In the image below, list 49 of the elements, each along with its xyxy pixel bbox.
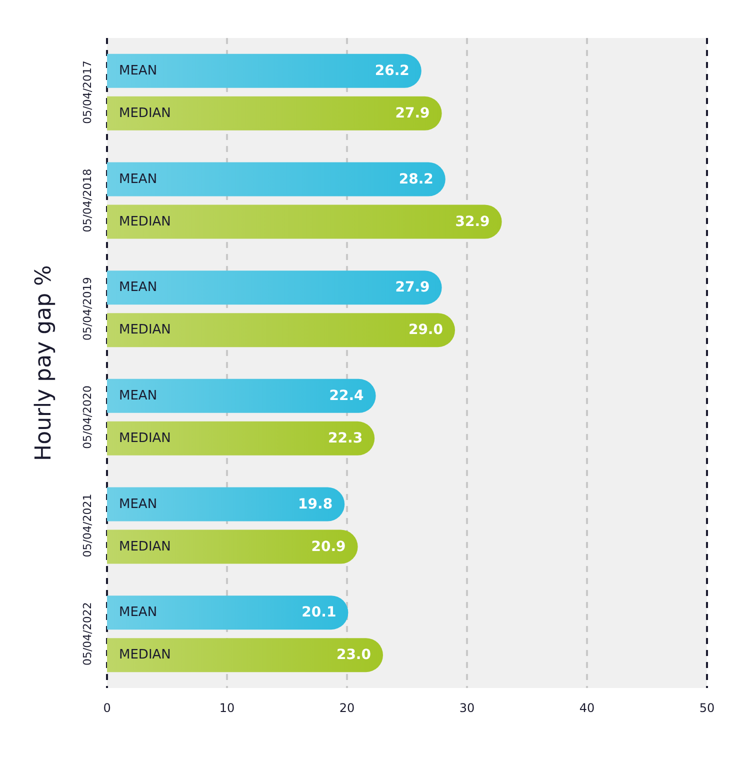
y-tick-label: 05/04/2017: [81, 60, 94, 124]
text: MEAN: [119, 172, 158, 187]
series-label: MEDIAN: [119, 106, 171, 121]
text: MEAN: [119, 496, 158, 512]
y-axis-title: Hourly pay gap %: [32, 265, 56, 461]
bar: [107, 313, 455, 348]
text: MEDIAN: [119, 539, 171, 554]
text: MEAN: [119, 280, 158, 296]
text: MEDIAN: [119, 648, 171, 663]
bar: [107, 487, 345, 522]
text: MEAN: [119, 605, 158, 620]
text: MEAN: [119, 388, 158, 404]
data-label: 32.9: [455, 214, 490, 230]
data-label: 19.8: [298, 496, 333, 512]
data-label: 20.9: [311, 538, 346, 555]
x-tick-label: 0: [103, 701, 111, 715]
x-tick-label: 10: [219, 701, 235, 715]
y-tick-label: 05/04/2018: [81, 168, 94, 232]
data-label: 27.9: [395, 280, 430, 296]
text: MEDIAN: [119, 214, 171, 230]
x-tick-label: 30: [459, 701, 475, 715]
bar: [107, 638, 383, 672]
data-label: 26.2: [374, 62, 410, 79]
data-label: 23.0: [336, 647, 372, 664]
data-label: 20.1: [302, 604, 336, 621]
data-label: 22.4: [329, 388, 364, 404]
y-tick-label: 05/04/2021: [81, 494, 94, 558]
data-label: 27.9: [395, 105, 430, 122]
y-tick-label: 05/04/2022: [81, 602, 94, 666]
bar: [107, 96, 442, 130]
y-tick-label: 05/04/2019: [81, 277, 94, 341]
bar: [107, 270, 442, 305]
y-tick-label: 05/04/2020: [81, 385, 94, 449]
text: MEDIAN: [119, 430, 171, 446]
data-label: 29.0: [408, 322, 444, 338]
text: MEDIAN: [119, 322, 171, 338]
bar: [107, 204, 502, 239]
data-label: 22.3: [328, 430, 363, 446]
bar: [107, 596, 348, 630]
x-tick-label: 50: [699, 701, 715, 715]
bar: [107, 530, 358, 564]
data-label: 28.2: [398, 171, 434, 188]
bar: [107, 378, 376, 413]
series-label: MEAN: [119, 63, 158, 78]
bar: [107, 54, 422, 88]
bar: [107, 421, 375, 456]
x-tick-label: 20: [339, 701, 355, 715]
bar: [107, 162, 446, 196]
x-tick-label: 40: [579, 701, 595, 715]
